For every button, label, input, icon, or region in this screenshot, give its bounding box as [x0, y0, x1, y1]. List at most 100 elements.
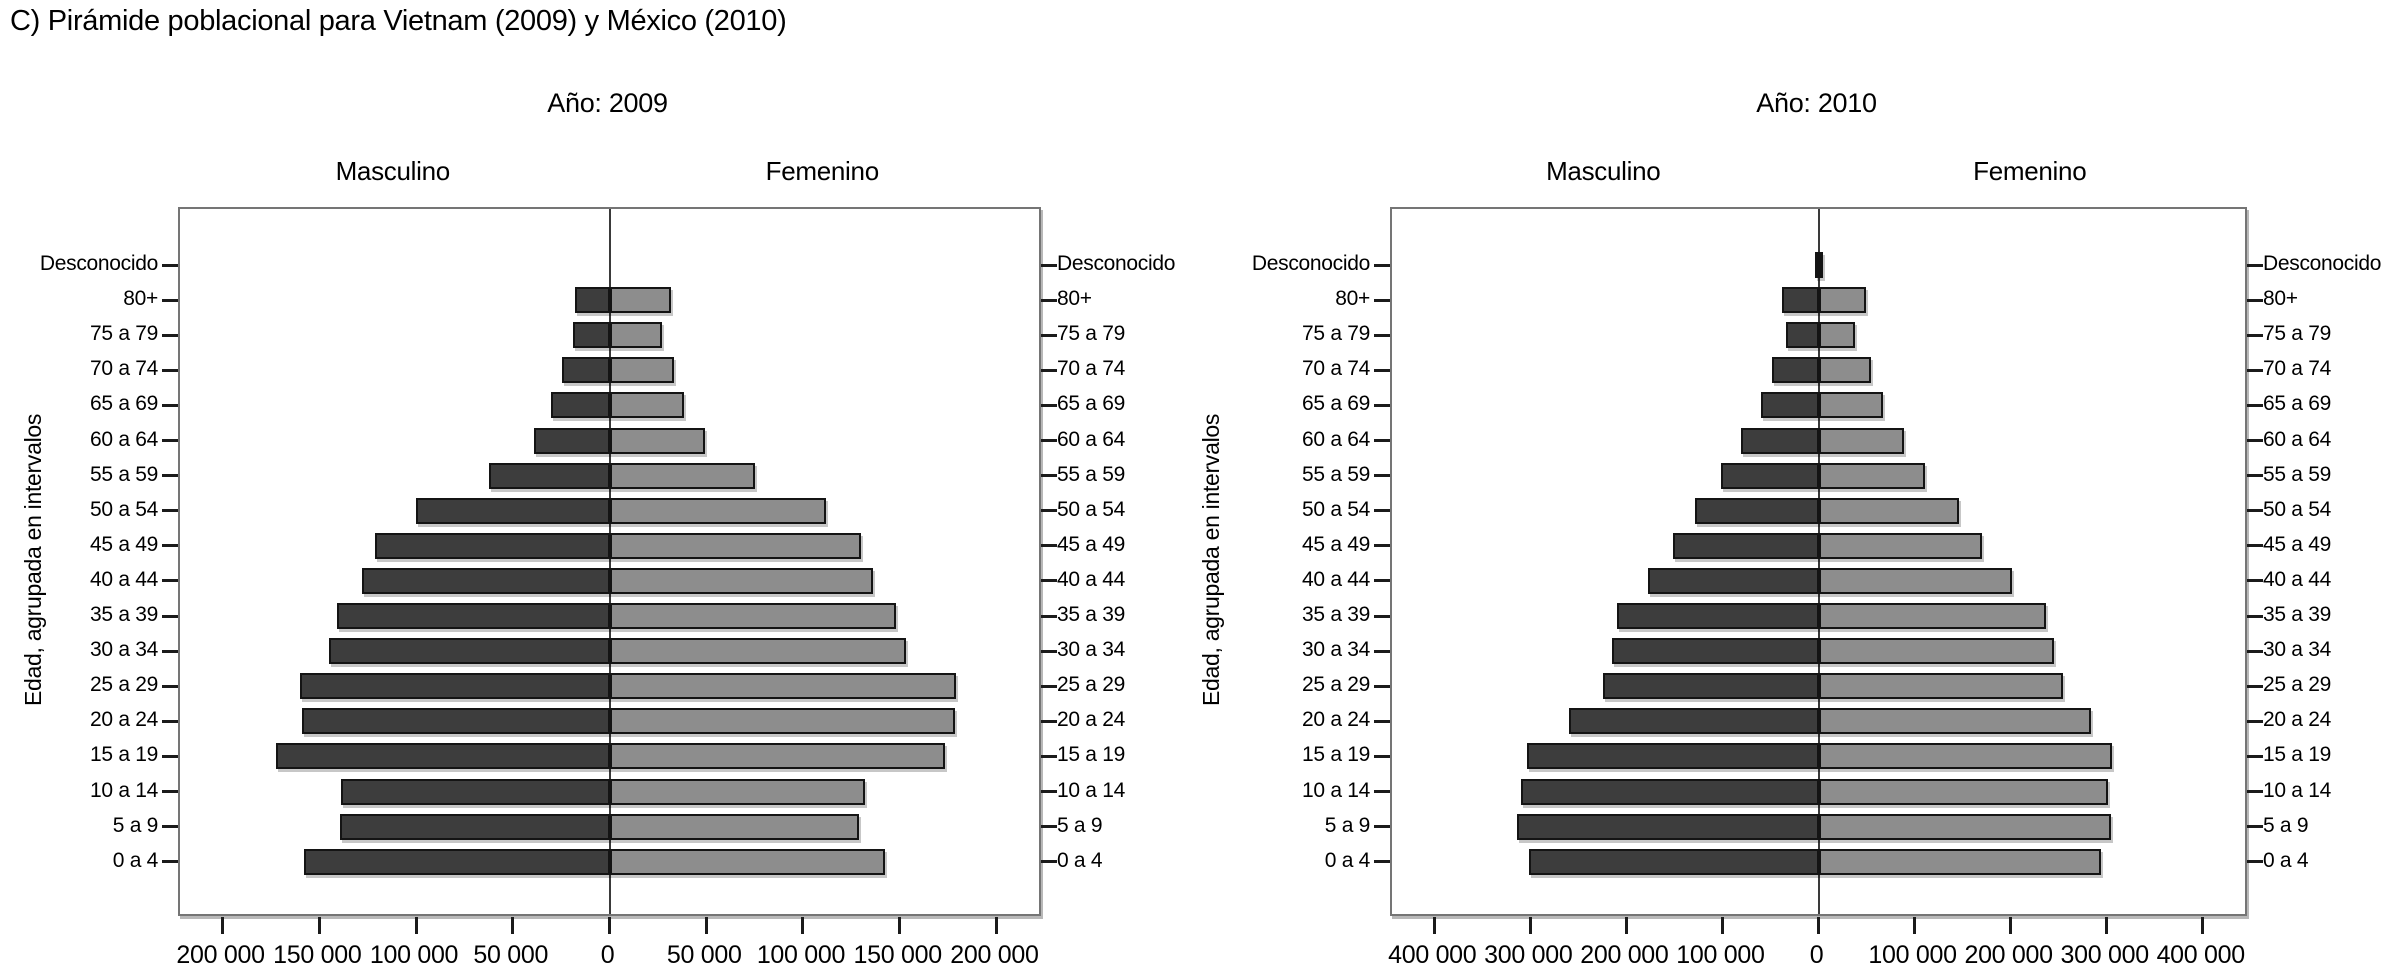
- age-group-label: Desconocido: [2263, 252, 2381, 275]
- center-axis-line: [608, 209, 611, 914]
- age-group-label: 45 a 49: [2263, 532, 2331, 556]
- x-tick-label: 150 000: [853, 941, 943, 969]
- female-bar: [1818, 357, 1872, 384]
- y-tick-mark: [2247, 649, 2263, 653]
- y-tick-mark: [1041, 825, 1057, 829]
- x-tick-label: 300 000: [2060, 941, 2150, 969]
- age-group-label: Desconocido: [39, 252, 158, 275]
- male-bar: [1611, 638, 1819, 665]
- age-group-label: Desconocido: [1251, 252, 1370, 275]
- age-group-label: 65 a 69: [90, 392, 158, 416]
- male-bar: [1527, 743, 1819, 770]
- age-group-label: 65 a 69: [1057, 392, 1125, 416]
- y-tick-mark: [2247, 403, 2263, 407]
- age-group-label: 60 a 64: [2263, 427, 2331, 451]
- female-bar: [609, 322, 662, 349]
- age-group-label: 70 a 74: [90, 357, 158, 381]
- age-group-label: 15 a 19: [1302, 743, 1370, 767]
- age-group-label: 10 a 14: [1302, 778, 1370, 802]
- age-group-label: 30 a 34: [1057, 638, 1125, 662]
- age-group-label: 75 a 79: [1057, 322, 1125, 346]
- age-group-label: 25 a 29: [90, 673, 158, 697]
- x-axis-labels: 200 000 200 000 150 000 150 000 100 000 100 0…: [176, 941, 1038, 973]
- y-tick-mark: [1374, 474, 1390, 478]
- age-group-label: 15 a 19: [2263, 743, 2331, 767]
- age-group-label: 40 a 44: [1302, 567, 1370, 591]
- male-bar: [1781, 287, 1819, 314]
- age-group-label: 60 a 64: [1057, 427, 1125, 451]
- age-group-label: 45 a 49: [90, 532, 158, 556]
- age-group-label: 55 a 59: [1057, 462, 1125, 486]
- x-tick-label: 0: [600, 941, 615, 969]
- x-tick-label: 400 000: [2156, 941, 2246, 969]
- y-tick-mark: [162, 403, 178, 407]
- x-tick-mark: [2105, 917, 2109, 934]
- y-tick-mark: [1041, 860, 1057, 864]
- x-tick-mark: [1720, 917, 1724, 934]
- age-group-label: 80+: [123, 287, 158, 311]
- plot-area: [162, 207, 1057, 934]
- male-bar: [1603, 673, 1819, 700]
- age-group-label: 40 a 44: [2263, 567, 2331, 591]
- y-tick-mark: [162, 298, 178, 302]
- y-tick-mark: [1374, 509, 1390, 513]
- x-tick-mark: [704, 917, 708, 934]
- y-tick-mark: [1041, 544, 1057, 548]
- y-tick-mark: [162, 614, 178, 618]
- age-group-label: 5 a 9: [1324, 813, 1371, 837]
- male-bar: [1568, 708, 1819, 735]
- age-group-label: 0 a 4: [1057, 848, 1103, 872]
- age-group-label: 20 a 24: [1057, 708, 1125, 732]
- male-bar: [1672, 532, 1819, 559]
- x-tick-mark: [1432, 917, 1436, 934]
- male-bar: [1516, 813, 1819, 840]
- age-group-label: 35 a 39: [90, 603, 158, 626]
- y-tick-mark: [162, 719, 178, 723]
- panel-subtitle: Año: 2010: [1756, 88, 1877, 118]
- age-group-label: 15 a 19: [1057, 743, 1125, 767]
- y-tick-mark: [1041, 649, 1057, 653]
- y-tick-mark: [2247, 719, 2263, 723]
- y-tick-mark: [1374, 860, 1390, 864]
- x-tick-mark: [1528, 917, 1532, 934]
- panel-subtitle: Año: 2009: [547, 88, 668, 118]
- y-tick-mark: [2247, 474, 2263, 478]
- male-bar: [572, 322, 610, 349]
- x-tick-label: 200 000: [176, 941, 265, 969]
- female-bar: [1818, 497, 1959, 524]
- y-tick-mark: [2247, 439, 2263, 442]
- age-group-label: 50 a 54: [90, 497, 158, 521]
- y-tick-mark: [162, 439, 178, 442]
- age-group-label: 60 a 64: [1302, 427, 1370, 451]
- x-tick-label: 50 000: [473, 941, 549, 969]
- y-tick-mark: [162, 474, 178, 478]
- age-group-label: 5 a 9: [1057, 813, 1103, 837]
- age-group-label: 75 a 79: [90, 322, 158, 346]
- x-tick-label: 50 000: [666, 941, 742, 969]
- female-column-header: Femenino: [1973, 156, 2087, 186]
- age-group-label: 5 a 9: [2263, 813, 2309, 837]
- male-bar: [534, 427, 610, 454]
- female-bar: [1818, 848, 2101, 875]
- female-bar: [1818, 673, 2064, 700]
- male-bar: [301, 708, 610, 735]
- y-tick-mark: [1041, 509, 1057, 513]
- y-tick-mark: [1041, 439, 1057, 442]
- x-tick-mark: [1624, 917, 1628, 934]
- age-group-label: 20 a 24: [2263, 708, 2331, 732]
- age-group-label: 10 a 14: [1057, 778, 1125, 802]
- age-group-label: 20 a 24: [90, 708, 158, 732]
- x-tick-mark: [221, 917, 225, 934]
- male-column-header: Masculino: [1546, 156, 1661, 186]
- x-tick-mark: [414, 917, 418, 934]
- y-axis-title: Edad, agrupada en intervalos: [1198, 413, 1224, 706]
- y-tick-mark: [162, 263, 178, 267]
- male-bar: [303, 848, 610, 875]
- y-tick-mark: [1041, 474, 1057, 478]
- female-bar: [609, 638, 907, 665]
- male-bar: [361, 567, 610, 594]
- male-bar: [336, 603, 610, 629]
- male-bar: [1740, 427, 1819, 454]
- female-bar: [1818, 392, 1884, 419]
